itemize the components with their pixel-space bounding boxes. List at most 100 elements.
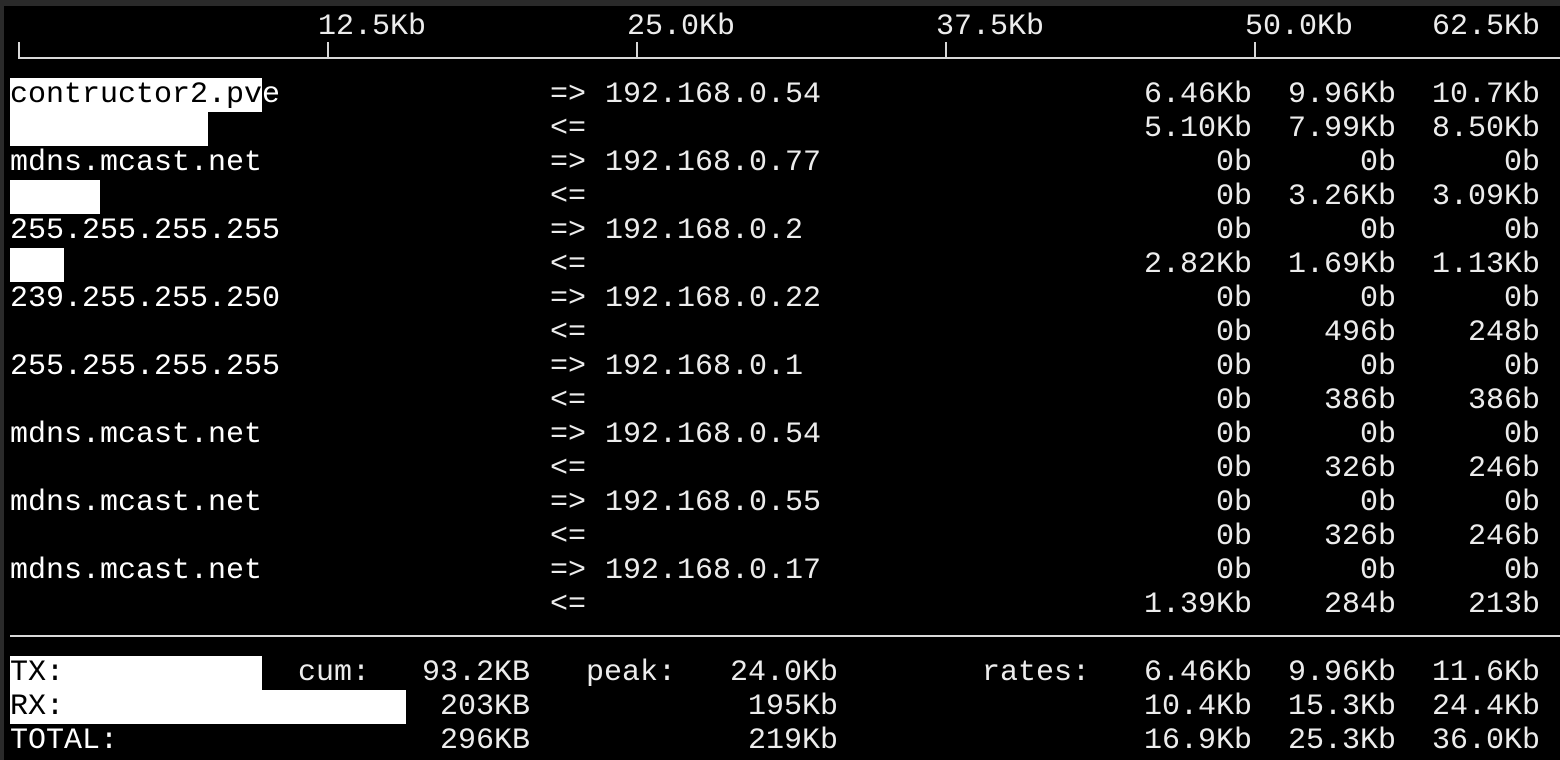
rx-rate: 7.99Kb bbox=[1287, 112, 1396, 146]
cum-value: 203KB bbox=[439, 690, 530, 724]
tx-rate: 0b bbox=[1359, 486, 1396, 520]
scale-tick bbox=[636, 42, 638, 59]
host-name: mdns.mcast.net bbox=[10, 146, 263, 180]
rx-rate: 3.26Kb bbox=[1287, 180, 1396, 214]
rx-arrow: <= bbox=[550, 520, 587, 554]
host-name: 239.255.255.250 bbox=[10, 282, 281, 316]
rx-rate: 246b bbox=[1467, 452, 1540, 486]
peak-label: peak: bbox=[586, 656, 677, 690]
tx-rate: 0b bbox=[1503, 282, 1540, 316]
rx-rate: 386b bbox=[1323, 384, 1396, 418]
tx-rate: 0b bbox=[1503, 214, 1540, 248]
traffic-bar bbox=[10, 78, 263, 112]
footer-label: TOTAL: bbox=[10, 724, 119, 758]
scale-tick-label: 12.5Kb bbox=[318, 10, 427, 44]
cum-value: 296KB bbox=[439, 724, 530, 758]
rx-rate: 0b bbox=[1215, 520, 1252, 554]
cum-value: 93.2KB bbox=[421, 656, 530, 690]
tx-arrow: => bbox=[550, 418, 587, 452]
footer-label: TX: bbox=[10, 656, 65, 690]
scale-tick bbox=[327, 42, 329, 59]
rx-arrow: <= bbox=[550, 316, 587, 350]
dest-host: 192.168.0.22 bbox=[605, 282, 822, 316]
rx-rate: 3.09Kb bbox=[1431, 180, 1540, 214]
peak-value: 24.0Kb bbox=[729, 656, 838, 690]
footer-rate: 10.4Kb bbox=[1143, 690, 1252, 724]
host-name: mdns.mcast.net bbox=[10, 418, 263, 452]
cum-label: cum: bbox=[298, 656, 371, 690]
traffic-bar bbox=[10, 690, 406, 724]
footer-label: RX: bbox=[10, 690, 65, 724]
tx-rate: 0b bbox=[1215, 214, 1252, 248]
rx-rate: 8.50Kb bbox=[1431, 112, 1540, 146]
footer-rate: 15.3Kb bbox=[1287, 690, 1396, 724]
tx-rate: 0b bbox=[1359, 282, 1396, 316]
tx-arrow: => bbox=[550, 486, 587, 520]
dest-host: 192.168.0.54 bbox=[605, 78, 822, 112]
tx-rate: 0b bbox=[1215, 282, 1252, 316]
traffic-bar bbox=[10, 180, 100, 214]
rx-rate: 248b bbox=[1467, 316, 1540, 350]
rx-rate: 496b bbox=[1323, 316, 1396, 350]
footer-separator bbox=[10, 635, 1560, 637]
tx-arrow: => bbox=[550, 282, 587, 316]
rx-rate: 1.69Kb bbox=[1287, 248, 1396, 282]
rx-rate: 0b bbox=[1215, 452, 1252, 486]
rx-rate: 246b bbox=[1467, 520, 1540, 554]
tx-arrow: => bbox=[550, 78, 587, 112]
traffic-bar bbox=[10, 656, 263, 690]
scale-tick bbox=[1254, 42, 1256, 59]
rx-rate: 1.39Kb bbox=[1143, 588, 1252, 622]
rx-rate: 2.82Kb bbox=[1143, 248, 1252, 282]
footer-rate: 24.4Kb bbox=[1431, 690, 1540, 724]
traffic-bar bbox=[10, 248, 64, 282]
dest-host: 192.168.0.54 bbox=[605, 418, 822, 452]
scale-tick bbox=[945, 42, 947, 59]
tx-rate: 0b bbox=[1215, 418, 1252, 452]
rx-rate: 284b bbox=[1323, 588, 1396, 622]
tx-rate: 0b bbox=[1359, 418, 1396, 452]
footer-rate: 9.96Kb bbox=[1287, 656, 1396, 690]
tx-arrow: => bbox=[550, 214, 587, 248]
tx-arrow: => bbox=[550, 554, 587, 588]
dest-host: 192.168.0.55 bbox=[605, 486, 822, 520]
host-name: contructor2.pve bbox=[10, 78, 281, 112]
tx-rate: 0b bbox=[1503, 418, 1540, 452]
dest-host: 192.168.0.77 bbox=[605, 146, 822, 180]
rx-rate: 5.10Kb bbox=[1143, 112, 1252, 146]
scale-tick-label: 37.5Kb bbox=[936, 10, 1045, 44]
tx-rate: 0b bbox=[1503, 486, 1540, 520]
peak-value: 195Kb bbox=[747, 690, 838, 724]
tx-rate: 9.96Kb bbox=[1287, 78, 1396, 112]
tx-rate: 0b bbox=[1503, 146, 1540, 180]
host-name: 255.255.255.255 bbox=[10, 214, 281, 248]
rx-rate: 0b bbox=[1215, 180, 1252, 214]
dest-host: 192.168.0.17 bbox=[605, 554, 822, 588]
rx-rate: 326b bbox=[1323, 520, 1396, 554]
tx-rate: 0b bbox=[1215, 350, 1252, 384]
tx-rate: 0b bbox=[1503, 350, 1540, 384]
rx-arrow: <= bbox=[550, 180, 587, 214]
tx-rate: 0b bbox=[1359, 554, 1396, 588]
tx-rate: 0b bbox=[1503, 554, 1540, 588]
tx-arrow: => bbox=[550, 350, 587, 384]
rx-arrow: <= bbox=[550, 248, 587, 282]
footer-rate: 6.46Kb bbox=[1143, 656, 1252, 690]
scale-tick-label: 62.5Kb bbox=[1431, 10, 1540, 44]
rx-rate: 386b bbox=[1467, 384, 1540, 418]
host-name: mdns.mcast.net bbox=[10, 486, 263, 520]
tx-rate: 0b bbox=[1215, 486, 1252, 520]
footer-rate: 16.9Kb bbox=[1143, 724, 1252, 758]
peak-value: 219Kb bbox=[747, 724, 838, 758]
tx-rate: 0b bbox=[1359, 214, 1396, 248]
rates-label: rates: bbox=[982, 656, 1091, 690]
host-name: mdns.mcast.net bbox=[10, 554, 263, 588]
rx-arrow: <= bbox=[550, 112, 587, 146]
rx-rate: 213b bbox=[1467, 588, 1540, 622]
rx-arrow: <= bbox=[550, 384, 587, 418]
tx-rate: 0b bbox=[1359, 146, 1396, 180]
scale-tick-label: 25.0Kb bbox=[627, 10, 736, 44]
tx-rate: 0b bbox=[1359, 350, 1396, 384]
host-name: 255.255.255.255 bbox=[10, 350, 281, 384]
tx-rate: 10.7Kb bbox=[1431, 78, 1540, 112]
